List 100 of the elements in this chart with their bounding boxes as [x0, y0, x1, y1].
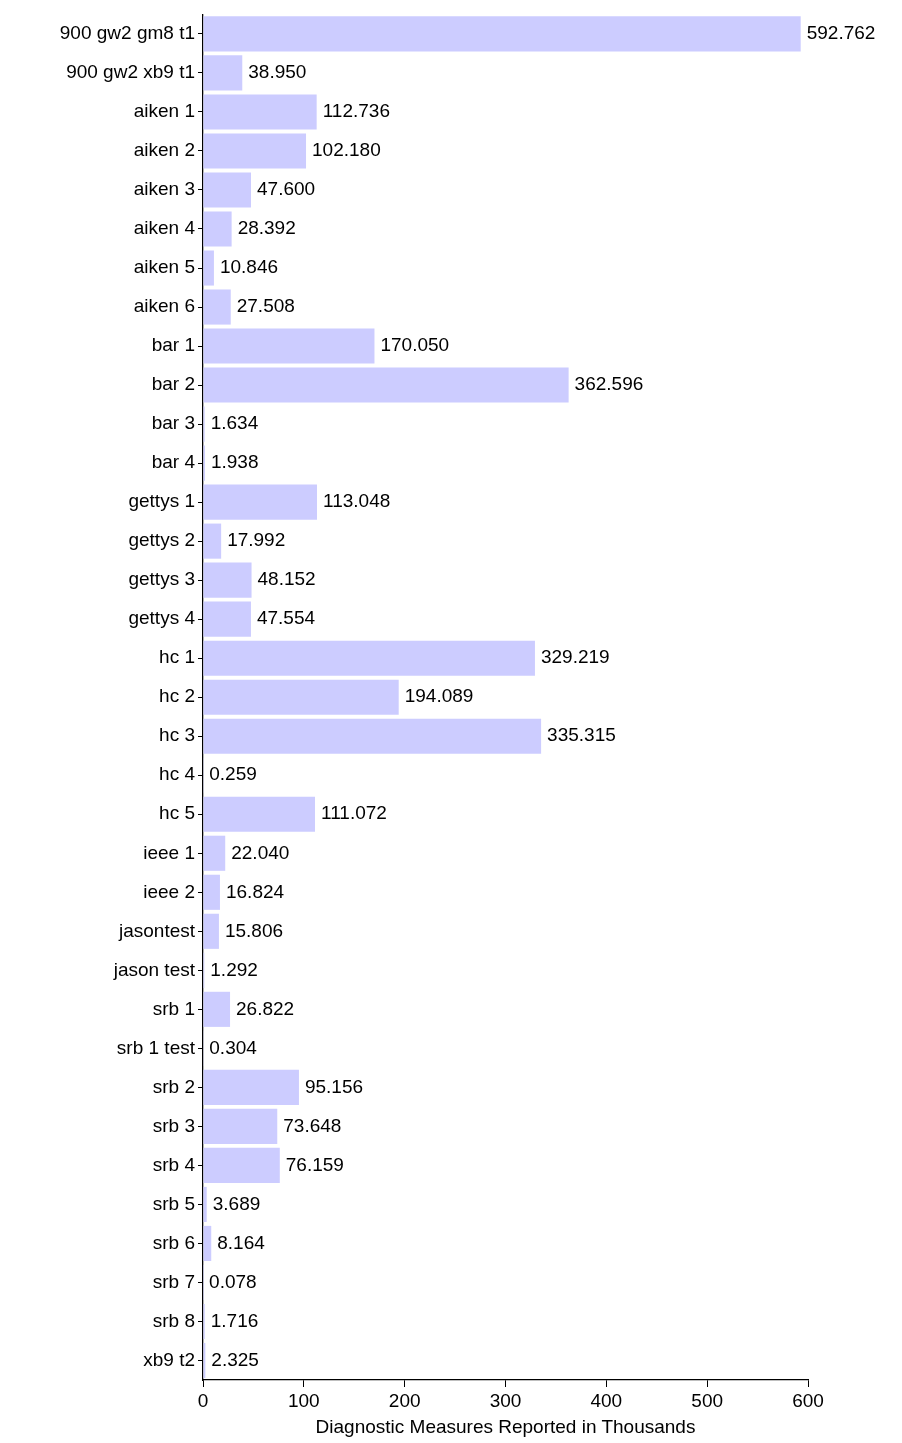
data-label: 362.596 — [574, 373, 644, 395]
bar — [203, 679, 399, 715]
bar — [203, 796, 315, 832]
data-label: 38.950 — [248, 61, 307, 83]
data-label: 47.600 — [257, 178, 316, 200]
y-tick-label: aiken 3 — [133, 178, 195, 200]
bar — [203, 367, 569, 403]
bar — [203, 1147, 280, 1183]
y-tick-label: jasontest — [117, 919, 196, 941]
data-label: 15.806 — [224, 919, 284, 941]
bar — [203, 211, 232, 247]
y-tick-label: hc 2 — [159, 685, 195, 707]
data-label: 111.072 — [321, 802, 387, 824]
bar — [203, 1186, 207, 1222]
bar — [203, 991, 231, 1027]
bar — [203, 1225, 212, 1261]
data-label: 329.219 — [540, 646, 610, 668]
data-label: 112.736 — [322, 100, 390, 122]
x-tick-label: 100 — [287, 1389, 320, 1411]
data-label: 48.152 — [257, 568, 316, 590]
y-tick-label: aiken 6 — [133, 295, 195, 317]
data-label: 102.180 — [312, 139, 381, 161]
bar — [203, 1108, 278, 1144]
bar — [203, 484, 317, 520]
bar — [203, 1069, 299, 1105]
data-label: 8.164 — [217, 1231, 266, 1253]
x-tick-label: 500 — [691, 1389, 724, 1411]
y-tick-label: gettys 2 — [128, 529, 195, 551]
y-tick-label: bar 3 — [151, 412, 195, 434]
y-tick-label: srb 1 test — [116, 1036, 196, 1058]
x-tick-label: 600 — [792, 1389, 824, 1411]
bar — [203, 133, 307, 169]
y-tick-label: ieee 1 — [143, 841, 195, 863]
bar — [203, 913, 219, 949]
y-tick-label: srb 7 — [152, 1270, 195, 1292]
y-tick-label: srb 2 — [152, 1075, 195, 1097]
bar — [203, 16, 801, 52]
bar — [203, 250, 214, 286]
data-label: 0.259 — [209, 763, 257, 785]
data-label: 22.040 — [231, 841, 290, 863]
x-tick-label: 400 — [590, 1389, 623, 1411]
data-label: 1.634 — [210, 412, 259, 434]
y-tick-label: gettys 1 — [128, 490, 195, 512]
y-tick-label: srb 1 — [152, 997, 195, 1019]
y-tick-label: bar 1 — [151, 334, 195, 356]
data-label: 3.689 — [212, 1192, 261, 1214]
bar — [203, 874, 220, 910]
y-tick-label: gettys 3 — [128, 568, 195, 590]
y-tick-label: aiken 5 — [133, 256, 195, 278]
y-tick-label: srb 6 — [152, 1231, 195, 1253]
y-tick-label: 900 gw2 gm8 t1 — [59, 22, 195, 44]
bar — [203, 328, 375, 364]
data-label: 10.846 — [219, 256, 279, 278]
data-label: 1.716 — [210, 1309, 259, 1331]
data-label: 113.048 — [322, 490, 391, 512]
y-tick-label: hc 1 — [159, 646, 195, 668]
data-label: 592.762 — [806, 22, 876, 44]
y-tick-label: srb 4 — [152, 1153, 196, 1175]
y-tick-label: bar 2 — [151, 373, 195, 395]
y-tick-label: srb 8 — [152, 1309, 195, 1331]
data-label: 0.304 — [209, 1036, 258, 1058]
y-tick-label: gettys 4 — [128, 607, 196, 629]
bar — [203, 289, 231, 325]
data-label: 1.938 — [210, 451, 259, 473]
y-tick-label: jason test — [112, 958, 196, 980]
bar — [203, 562, 252, 598]
data-label: 95.156 — [304, 1075, 364, 1097]
data-label: 16.824 — [225, 880, 285, 902]
bar — [203, 523, 222, 559]
bar — [203, 718, 542, 754]
y-tick-label: srb 3 — [152, 1114, 195, 1136]
bar — [203, 172, 251, 208]
data-label: 76.159 — [285, 1153, 344, 1175]
bar — [203, 94, 317, 130]
data-label: 1.292 — [210, 958, 258, 980]
data-label: 73.648 — [283, 1114, 342, 1136]
y-tick-label: hc 5 — [159, 802, 195, 824]
y-tick-label: hc 4 — [159, 763, 196, 785]
data-label: 0.078 — [209, 1270, 257, 1292]
data-label: 2.325 — [211, 1348, 259, 1370]
x-tick-label: 200 — [388, 1389, 421, 1411]
data-label: 17.992 — [227, 529, 286, 551]
x-tick-label: 300 — [489, 1389, 522, 1411]
y-tick-label: hc 3 — [159, 724, 195, 746]
y-tick-label: bar 4 — [151, 451, 196, 473]
data-label: 47.554 — [256, 607, 316, 629]
x-axis-title: Diagnostic Measures Reported in Thousands — [315, 1415, 696, 1437]
x-tick-label: 0 — [197, 1389, 209, 1411]
data-label: 170.050 — [380, 334, 450, 356]
data-label: 194.089 — [404, 685, 474, 707]
data-label: 26.822 — [236, 997, 295, 1019]
y-tick-label: 900 gw2 xb9 t1 — [66, 61, 195, 83]
y-tick-label: aiken 1 — [133, 100, 195, 122]
data-label: 27.508 — [236, 295, 295, 317]
y-tick-label: ieee 2 — [143, 880, 195, 902]
bar — [203, 640, 535, 676]
y-tick-label: xb9 t2 — [143, 1348, 195, 1370]
bar — [203, 835, 226, 871]
bar — [203, 55, 243, 91]
y-tick-label: srb 5 — [152, 1192, 195, 1214]
